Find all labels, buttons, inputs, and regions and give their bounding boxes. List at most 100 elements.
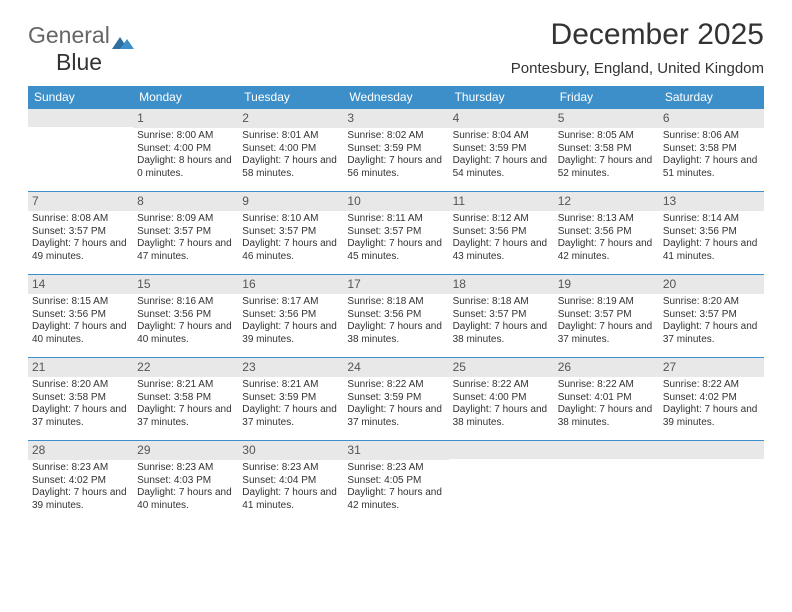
day-header: Wednesday xyxy=(343,86,448,109)
day-number: 17 xyxy=(343,275,448,294)
day-cell: 15Sunrise: 8:16 AMSunset: 3:56 PMDayligh… xyxy=(133,275,238,357)
sunrise-text: Sunrise: 8:22 AM xyxy=(347,379,444,392)
day-number xyxy=(28,109,133,127)
sunrise-text: Sunrise: 8:13 AM xyxy=(558,213,655,226)
day-header: Tuesday xyxy=(238,86,343,109)
day-cell: 23Sunrise: 8:21 AMSunset: 3:59 PMDayligh… xyxy=(238,358,343,440)
sunset-text: Sunset: 4:02 PM xyxy=(32,475,129,488)
day-number: 26 xyxy=(554,358,659,377)
daylight-text: Daylight: 7 hours and 39 minutes. xyxy=(32,487,129,512)
daylight-text: Daylight: 7 hours and 51 minutes. xyxy=(663,155,760,180)
day-number: 16 xyxy=(238,275,343,294)
brand-part1: General xyxy=(28,22,110,49)
sunrise-text: Sunrise: 8:21 AM xyxy=(242,379,339,392)
daylight-text: Daylight: 7 hours and 38 minutes. xyxy=(453,321,550,346)
day-details: Sunrise: 8:23 AMSunset: 4:02 PMDaylight:… xyxy=(28,460,133,516)
day-details: Sunrise: 8:00 AMSunset: 4:00 PMDaylight:… xyxy=(133,128,238,184)
sunrise-text: Sunrise: 8:19 AM xyxy=(558,296,655,309)
sunset-text: Sunset: 3:58 PM xyxy=(32,392,129,405)
day-number: 30 xyxy=(238,441,343,460)
daylight-text: Daylight: 7 hours and 40 minutes. xyxy=(32,321,129,346)
daylight-text: Daylight: 7 hours and 54 minutes. xyxy=(453,155,550,180)
sunset-text: Sunset: 3:59 PM xyxy=(347,392,444,405)
day-cell: 17Sunrise: 8:18 AMSunset: 3:56 PMDayligh… xyxy=(343,275,448,357)
day-details: Sunrise: 8:22 AMSunset: 3:59 PMDaylight:… xyxy=(343,377,448,433)
day-cell: 12Sunrise: 8:13 AMSunset: 3:56 PMDayligh… xyxy=(554,192,659,274)
day-cell: 7Sunrise: 8:08 AMSunset: 3:57 PMDaylight… xyxy=(28,192,133,274)
day-number: 28 xyxy=(28,441,133,460)
sunrise-text: Sunrise: 8:18 AM xyxy=(453,296,550,309)
brand-part2: Blue xyxy=(56,49,102,75)
day-details: Sunrise: 8:18 AMSunset: 3:57 PMDaylight:… xyxy=(449,294,554,350)
day-header-row: SundayMondayTuesdayWednesdayThursdayFrid… xyxy=(28,86,764,109)
day-details: Sunrise: 8:05 AMSunset: 3:58 PMDaylight:… xyxy=(554,128,659,184)
day-details: Sunrise: 8:19 AMSunset: 3:57 PMDaylight:… xyxy=(554,294,659,350)
day-cell xyxy=(659,441,764,523)
sunset-text: Sunset: 4:05 PM xyxy=(347,475,444,488)
day-details: Sunrise: 8:22 AMSunset: 4:01 PMDaylight:… xyxy=(554,377,659,433)
day-number: 4 xyxy=(449,109,554,128)
day-number xyxy=(554,441,659,459)
day-cell: 21Sunrise: 8:20 AMSunset: 3:58 PMDayligh… xyxy=(28,358,133,440)
day-number: 8 xyxy=(133,192,238,211)
daylight-text: Daylight: 7 hours and 37 minutes. xyxy=(558,321,655,346)
sunrise-text: Sunrise: 8:22 AM xyxy=(453,379,550,392)
day-number: 29 xyxy=(133,441,238,460)
day-details: Sunrise: 8:06 AMSunset: 3:58 PMDaylight:… xyxy=(659,128,764,184)
day-number: 3 xyxy=(343,109,448,128)
title-block: December 2025 Pontesbury, England, Unite… xyxy=(511,18,764,83)
day-cell: 31Sunrise: 8:23 AMSunset: 4:05 PMDayligh… xyxy=(343,441,448,523)
day-number xyxy=(449,441,554,459)
sunset-text: Sunset: 4:02 PM xyxy=(663,392,760,405)
day-details: Sunrise: 8:18 AMSunset: 3:56 PMDaylight:… xyxy=(343,294,448,350)
calendar-page: General December 2025 Pontesbury, Englan… xyxy=(0,0,792,541)
sunset-text: Sunset: 3:58 PM xyxy=(663,143,760,156)
day-details: Sunrise: 8:16 AMSunset: 3:56 PMDaylight:… xyxy=(133,294,238,350)
sunrise-text: Sunrise: 8:12 AM xyxy=(453,213,550,226)
day-details: Sunrise: 8:20 AMSunset: 3:58 PMDaylight:… xyxy=(28,377,133,433)
sunset-text: Sunset: 4:00 PM xyxy=(453,392,550,405)
sunrise-text: Sunrise: 8:20 AM xyxy=(663,296,760,309)
week-row: 28Sunrise: 8:23 AMSunset: 4:02 PMDayligh… xyxy=(28,441,764,523)
sunrise-text: Sunrise: 8:14 AM xyxy=(663,213,760,226)
day-cell xyxy=(554,441,659,523)
day-cell: 29Sunrise: 8:23 AMSunset: 4:03 PMDayligh… xyxy=(133,441,238,523)
day-details: Sunrise: 8:10 AMSunset: 3:57 PMDaylight:… xyxy=(238,211,343,267)
day-number: 19 xyxy=(554,275,659,294)
day-cell: 26Sunrise: 8:22 AMSunset: 4:01 PMDayligh… xyxy=(554,358,659,440)
sunrise-text: Sunrise: 8:23 AM xyxy=(242,462,339,475)
day-details: Sunrise: 8:11 AMSunset: 3:57 PMDaylight:… xyxy=(343,211,448,267)
daylight-text: Daylight: 7 hours and 49 minutes. xyxy=(32,238,129,263)
day-number: 13 xyxy=(659,192,764,211)
sunrise-text: Sunrise: 8:09 AM xyxy=(137,213,234,226)
day-details: Sunrise: 8:23 AMSunset: 4:05 PMDaylight:… xyxy=(343,460,448,516)
day-cell: 27Sunrise: 8:22 AMSunset: 4:02 PMDayligh… xyxy=(659,358,764,440)
sunset-text: Sunset: 3:56 PM xyxy=(242,309,339,322)
daylight-text: Daylight: 7 hours and 52 minutes. xyxy=(558,155,655,180)
sunset-text: Sunset: 3:56 PM xyxy=(453,226,550,239)
day-details: Sunrise: 8:21 AMSunset: 3:58 PMDaylight:… xyxy=(133,377,238,433)
day-header: Thursday xyxy=(449,86,554,109)
daylight-text: Daylight: 7 hours and 38 minutes. xyxy=(558,404,655,429)
sunset-text: Sunset: 3:57 PM xyxy=(137,226,234,239)
daylight-text: Daylight: 7 hours and 39 minutes. xyxy=(242,321,339,346)
calendar-grid: SundayMondayTuesdayWednesdayThursdayFrid… xyxy=(28,86,764,523)
day-cell: 11Sunrise: 8:12 AMSunset: 3:56 PMDayligh… xyxy=(449,192,554,274)
day-cell: 5Sunrise: 8:05 AMSunset: 3:58 PMDaylight… xyxy=(554,109,659,191)
day-number: 21 xyxy=(28,358,133,377)
sunset-text: Sunset: 3:57 PM xyxy=(32,226,129,239)
location-label: Pontesbury, England, United Kingdom xyxy=(511,60,764,77)
daylight-text: Daylight: 7 hours and 41 minutes. xyxy=(242,487,339,512)
sunset-text: Sunset: 4:00 PM xyxy=(137,143,234,156)
day-number: 22 xyxy=(133,358,238,377)
sunset-text: Sunset: 3:57 PM xyxy=(453,309,550,322)
day-details: Sunrise: 8:20 AMSunset: 3:57 PMDaylight:… xyxy=(659,294,764,350)
day-number: 6 xyxy=(659,109,764,128)
day-number: 1 xyxy=(133,109,238,128)
day-cell: 6Sunrise: 8:06 AMSunset: 3:58 PMDaylight… xyxy=(659,109,764,191)
daylight-text: Daylight: 7 hours and 39 minutes. xyxy=(663,404,760,429)
sunset-text: Sunset: 3:56 PM xyxy=(558,226,655,239)
sunset-text: Sunset: 4:00 PM xyxy=(242,143,339,156)
week-row: 1Sunrise: 8:00 AMSunset: 4:00 PMDaylight… xyxy=(28,109,764,192)
day-cell xyxy=(449,441,554,523)
